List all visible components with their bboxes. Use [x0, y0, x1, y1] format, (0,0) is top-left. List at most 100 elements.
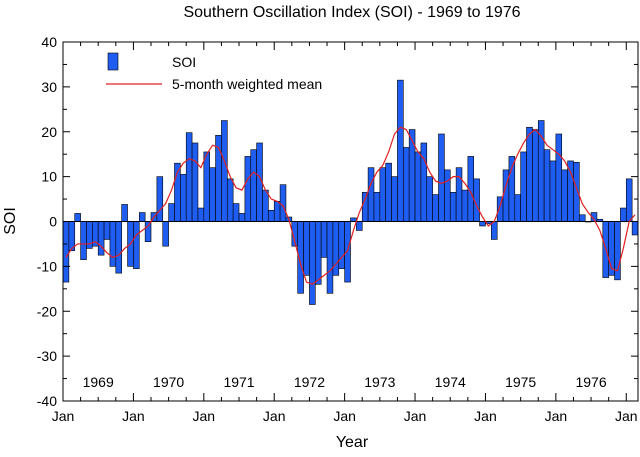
x-tick-label: Jan	[333, 408, 356, 424]
soi-bar	[344, 221, 351, 283]
x-tick-label: Jan	[263, 408, 286, 424]
soi-bar	[185, 132, 193, 222]
chart-title: Southern Oscillation Index (SOI) - 1969 …	[183, 4, 520, 21]
soi-bar	[121, 204, 128, 222]
y-tick-label: 30	[41, 79, 57, 95]
x-tick-label: Jan	[122, 408, 145, 424]
soi-bar	[62, 221, 70, 283]
x-tick-label: Jan	[474, 408, 497, 424]
soi-bar	[162, 221, 169, 247]
mean-line-layer	[65, 126, 636, 286]
soi-bar	[273, 201, 281, 222]
soi-bar	[103, 221, 111, 240]
mean-line	[65, 126, 636, 286]
soi-bar	[620, 207, 627, 222]
soi-bar	[203, 151, 210, 222]
soi-bar	[385, 162, 392, 222]
x-tick-label: Jan	[615, 408, 638, 424]
soi-bar	[461, 189, 469, 222]
soi-bar	[403, 147, 410, 222]
legend-swatch-soi	[107, 52, 119, 71]
soi-bar	[555, 133, 563, 222]
soi-bar	[133, 221, 140, 269]
soi-bar	[320, 221, 328, 258]
soi-bar	[314, 221, 322, 285]
soi-bar	[350, 217, 357, 222]
y-tick-label: -10	[37, 258, 57, 274]
legend-label-soi: SOI	[172, 54, 196, 70]
soi-bar	[97, 221, 105, 256]
soi-bar	[232, 203, 240, 222]
soi-bar	[109, 221, 117, 267]
soi-bar	[579, 214, 586, 222]
soi-bar	[156, 176, 164, 222]
soi-bar	[221, 120, 228, 222]
soi-bar	[250, 149, 257, 222]
soi-bar	[74, 213, 81, 222]
soi-bar	[514, 194, 521, 222]
soi-bar	[420, 142, 428, 222]
soi-bar	[379, 167, 387, 222]
soi-bar	[197, 207, 205, 222]
soi-bar	[373, 192, 381, 222]
x-tick-label: Jan	[193, 408, 216, 424]
y-tick-label: 10	[41, 169, 57, 185]
soi-bar	[115, 221, 122, 274]
soi-bar	[80, 221, 87, 260]
year-label: 1970	[153, 374, 184, 390]
soi-bar	[361, 192, 369, 222]
soi-bar	[138, 212, 146, 222]
soi-bar	[449, 192, 457, 222]
soi-bar	[479, 221, 486, 227]
year-label: 1976	[575, 374, 606, 390]
year-label: 1975	[505, 374, 536, 390]
soi-bar	[338, 221, 345, 269]
soi-bar	[532, 129, 539, 222]
soi-bar	[426, 176, 433, 222]
year-label: 1971	[223, 374, 254, 390]
soi-bar	[391, 176, 398, 222]
soi-bar	[309, 221, 316, 305]
y-tick-label: -40	[37, 393, 57, 409]
legend-label-mean: 5-month weighted mean	[172, 76, 322, 92]
y-tick-label: 0	[49, 214, 57, 230]
y-axis-label: SOI	[2, 207, 19, 235]
soi-bar	[543, 149, 551, 222]
soi-bar	[526, 126, 533, 222]
soi-bar	[168, 203, 175, 222]
soi-bar	[191, 142, 199, 222]
soi-bar	[238, 213, 246, 222]
soi-bar	[631, 221, 639, 236]
soi-bar	[268, 209, 275, 222]
soi-bar	[444, 169, 451, 222]
soi-bar	[244, 156, 252, 222]
legend: SOI 5-month weighted mean	[106, 52, 322, 92]
soi-bar	[367, 167, 375, 222]
soi-bar	[180, 174, 187, 222]
soi-bar	[356, 221, 363, 231]
soi-bar	[567, 160, 574, 222]
soi-bar	[561, 169, 568, 222]
year-label: 1974	[435, 374, 466, 390]
soi-bar	[397, 79, 404, 222]
y-tick-label: -30	[37, 348, 57, 364]
soi-bar	[226, 178, 234, 222]
soi-bar	[625, 178, 633, 222]
soi-bar	[303, 221, 310, 276]
soi-bar	[326, 221, 334, 294]
x-tick-label: Jan	[52, 408, 75, 424]
soi-bar	[408, 129, 416, 222]
x-tick-label: Jan	[545, 408, 568, 424]
x-tick-label: Jan	[404, 408, 427, 424]
y-tick-label: 40	[41, 34, 57, 50]
year-label: 1973	[364, 374, 395, 390]
soi-bar	[438, 133, 445, 222]
year-label: 1972	[294, 374, 325, 390]
year-label: 1969	[83, 374, 114, 390]
x-axis-label: Year	[336, 434, 369, 451]
soi-bar	[262, 189, 269, 222]
bars-layer	[62, 79, 639, 305]
